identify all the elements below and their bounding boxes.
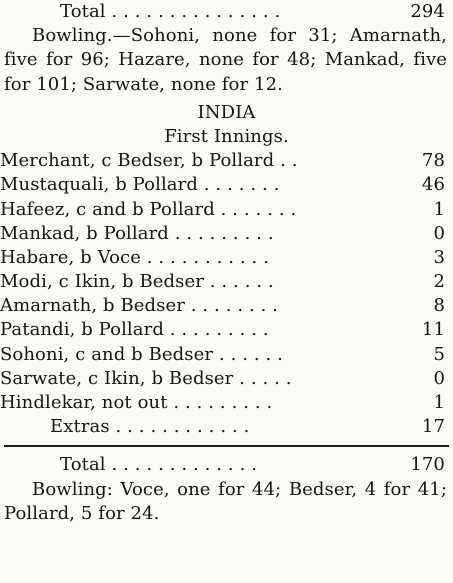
batting-row: Sarwate, c Ikin, b Bedser . . . . . 0 (0, 367, 453, 391)
batting-row: Hafeez, c and b Pollard . . . . . . . 1 (0, 198, 453, 222)
previous-total-label: Total (60, 1, 106, 22)
batting-row: Modi, c Ikin, b Bedser . . . . . . 2 (0, 270, 453, 294)
batsman-runs: 46 (421, 174, 445, 196)
batsman-entry: Mankad, b Pollard . . . . . . . . . (0, 222, 274, 244)
batsman-entry: Modi, c Ikin, b Bedser . . . . . . (0, 271, 274, 293)
previous-total-row: Total . . . . . . . . . . . . . . . 294 (0, 0, 453, 24)
batsman-entry: Hafeez, c and b Pollard . . . . . . . (0, 198, 297, 220)
extras-value: 17 (421, 416, 445, 438)
batting-row: Habare, b Voce . . . . . . . . . . . 3 (0, 246, 453, 270)
batsman-entry: Hindlekar, not out . . . . . . . . . (0, 392, 273, 414)
total-rule (4, 445, 449, 448)
previous-total-leader: . . . . . . . . . . . . . . . (105, 1, 281, 22)
innings-bowling-summary: Bowling: Voce, one for 44; Bedser, 4 for… (4, 478, 447, 524)
batting-row: Amarnath, b Bedser . . . . . . . . 8 (0, 294, 453, 318)
batsman-runs: 8 (433, 295, 445, 317)
extras-row: Extras . . . . . . . . . . . . 17 (0, 415, 453, 439)
batsman-runs: 1 (433, 198, 445, 220)
batsman-entry: Mustaquali, b Pollard . . . . . . . (0, 174, 280, 196)
innings-total-value: 170 (410, 454, 445, 476)
batting-row: Patandi, b Pollard . . . . . . . . . 11 (0, 318, 453, 342)
batsman-entry: Merchant, c Bedser, b Pollard . . (0, 150, 298, 172)
batsman-entry: Habare, b Voce . . . . . . . . . . . (0, 246, 270, 268)
innings-total-label: Total (60, 454, 106, 476)
extras-label: Extras (50, 416, 110, 438)
previous-total-value: 294 (410, 1, 445, 22)
batsman-runs: 3 (433, 246, 445, 268)
batsman-runs: 1 (433, 392, 445, 414)
extras-leader: . . . . . . . . . . . . (109, 416, 250, 438)
batsman-runs: 0 (433, 367, 445, 389)
innings-total-leader: . . . . . . . . . . . . . (105, 454, 258, 476)
team-heading: INDIA (197, 101, 256, 123)
batting-row: Hindlekar, not out . . . . . . . . . 1 (0, 391, 453, 415)
batting-row: Mankad, b Pollard . . . . . . . . . 0 (0, 222, 453, 246)
innings-heading: First Innings. (164, 125, 289, 147)
batting-row: Merchant, c Bedser, b Pollard . . 78 (0, 149, 453, 173)
batsman-runs: 5 (433, 343, 445, 365)
innings-total-row: Total . . . . . . . . . . . . . 170 (0, 453, 453, 477)
batsman-entry: Patandi, b Pollard . . . . . . . . . (0, 319, 269, 341)
batsman-entry: Amarnath, b Bedser . . . . . . . . (0, 295, 279, 317)
total-rule-gap (0, 439, 453, 453)
batsman-entry: Sarwate, c Ikin, b Bedser . . . . . (0, 367, 292, 389)
batsman-runs: 78 (421, 150, 445, 172)
batting-row: Sohoni, c and b Bedser . . . . . . 5 (0, 343, 453, 367)
scorecard-column: Total . . . . . . . . . . . . . . . 294 … (0, 0, 453, 524)
batsman-entry: Sohoni, c and b Bedser . . . . . . (0, 343, 283, 365)
batsman-runs: 2 (433, 271, 445, 293)
batting-row: Mustaquali, b Pollard . . . . . . . 46 (0, 173, 453, 197)
batsman-runs: 11 (421, 319, 445, 341)
previous-bowling-summary: Bowling.—Sohoni, none for 31; Amarnath, … (4, 25, 447, 95)
batsman-runs: 0 (433, 222, 445, 244)
